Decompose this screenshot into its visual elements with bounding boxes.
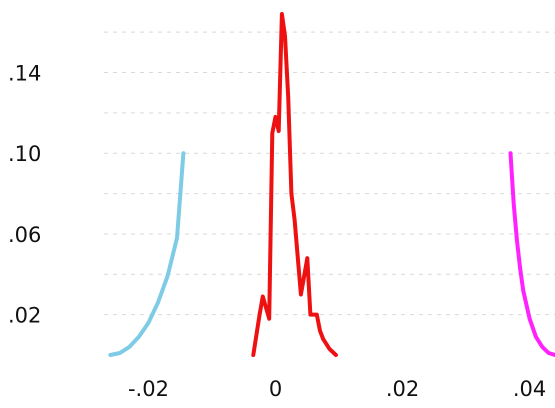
y-tick-label: .06 bbox=[8, 223, 41, 247]
series-line-2 bbox=[508, 151, 555, 357]
y-tick-label: .14 bbox=[8, 62, 41, 86]
series-line-0 bbox=[108, 151, 186, 357]
series-lines bbox=[108, 12, 555, 357]
y-tick-label: .10 bbox=[8, 142, 41, 166]
x-axis-tick-labels: -.02 0 .02 .04 bbox=[128, 377, 546, 401]
y-tick-label: .02 bbox=[8, 304, 41, 328]
x-tick-label: 0 bbox=[269, 377, 282, 401]
x-tick-label: -.02 bbox=[128, 377, 169, 401]
grid-lines bbox=[104, 31, 555, 316]
x-tick-label: .02 bbox=[386, 377, 419, 401]
y-axis-tick-labels: .02 .06 .10 .14 bbox=[8, 62, 41, 328]
series-line-1 bbox=[251, 12, 338, 357]
x-tick-label: .04 bbox=[513, 377, 546, 401]
